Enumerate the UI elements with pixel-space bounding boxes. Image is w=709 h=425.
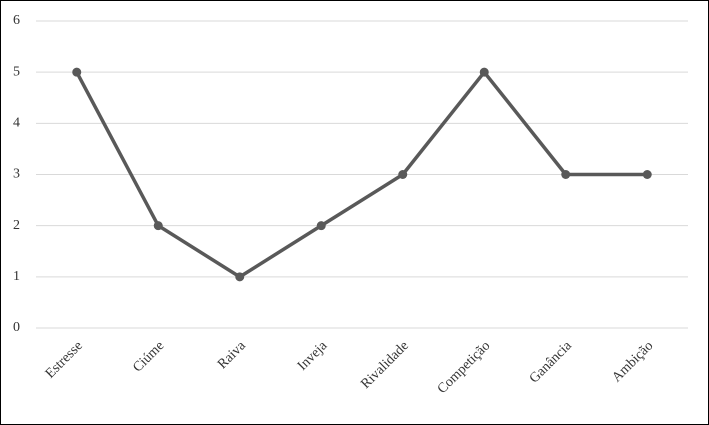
point <box>398 170 408 179</box>
y-tick-label: 6 <box>13 13 20 28</box>
point <box>316 221 326 231</box>
point <box>235 272 245 282</box>
y-tick-label: 5 <box>13 64 20 79</box>
point <box>561 170 571 179</box>
y-tick-label: 1 <box>13 269 20 284</box>
y-tick-label: 2 <box>13 218 20 233</box>
y-tick-label: 3 <box>13 167 20 182</box>
y-tick-label: 4 <box>13 116 20 131</box>
line <box>75 70 648 279</box>
y-tick-label: 0 <box>13 320 20 335</box>
point <box>153 221 163 231</box>
point <box>479 67 489 77</box>
point <box>642 170 652 179</box>
point <box>72 67 82 77</box>
